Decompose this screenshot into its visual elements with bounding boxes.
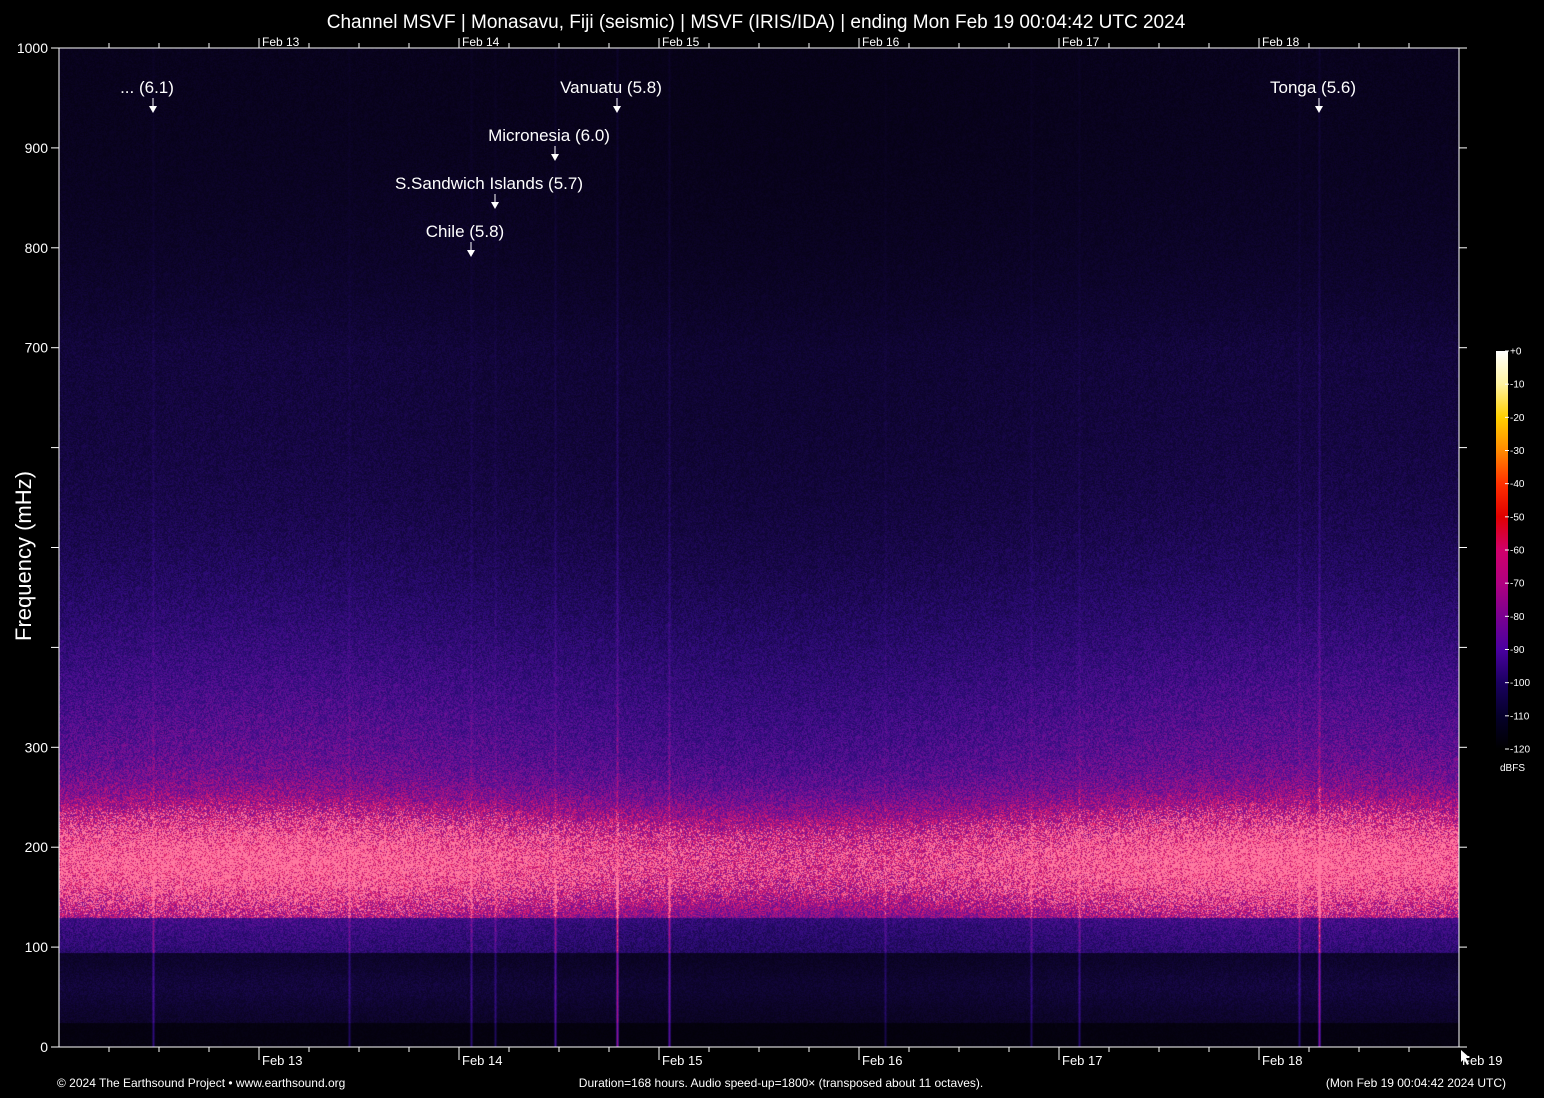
y-axis-label: Frequency (mHz) [11,471,36,641]
colorbar-tick-label: -30 [1510,446,1525,457]
colorbar-tick-label: -10 [1510,380,1525,391]
colorbar-tick-label: +0 [1510,347,1522,358]
down-arrow-icon [491,202,499,209]
x-tick-label-top-4: Feb 16 [862,35,900,49]
y-tick-label-200: 200 [25,839,49,855]
event-annotation: ... (6.1) [120,78,174,113]
y-tick-label-300: 300 [25,739,49,755]
colorbar-tick-label: -110 [1510,711,1530,722]
event-label: ... (6.1) [120,78,174,97]
colorbar-tick-label: -60 [1510,546,1525,557]
colorbar-unit-label: dBFS [1500,763,1525,774]
cursor-pointer-icon [1461,1050,1470,1065]
y-tick-label-0: 0 [40,1039,48,1055]
colorbar: dBFS +0 -10 -20 -30 -40 -50 -60 -70 -80 -90 -100 -1… [1496,347,1530,774]
footer-timestamp: (Mon Feb 19 00:04:42 2024 UTC) [1326,1076,1506,1090]
x-tick-label-top-3: Feb 15 [662,35,700,49]
down-arrow-icon [467,250,475,257]
x-tick-label-bottom-4: Feb 16 [862,1053,902,1068]
event-annotation: S.Sandwich Islands (5.7) [395,174,583,209]
colorbar-tick-label: -90 [1510,645,1525,656]
y-tick-label-900: 900 [25,140,49,156]
x-tick-label-top-6: Feb 18 [1262,35,1300,49]
event-label: Vanuatu (5.8) [560,78,662,97]
colorbar-tick-label: -50 [1510,512,1525,523]
y-tick-label-1000: 1000 [17,40,48,56]
down-arrow-icon [613,106,621,113]
x-tick-label-bottom-5: Feb 17 [1062,1053,1102,1068]
x-tick-label-bottom-3: Feb 15 [662,1053,702,1068]
x-tick-label-top-5: Feb 17 [1062,35,1100,49]
colorbar-tick-label: -80 [1510,612,1525,623]
event-annotation: Micronesia (6.0) [488,126,610,161]
chart-title: Channel MSVF | Monasavu, Fiji (seismic) … [327,12,1186,33]
x-tick-label-top-1: Feb 13 [262,35,300,49]
y-tick-label-100: 100 [25,939,49,955]
x-tick-label-bottom-6: Feb 18 [1262,1053,1302,1068]
down-arrow-icon [551,154,559,161]
colorbar-tick-label: -20 [1510,413,1525,424]
footer-duration: Duration=168 hours. Audio speed-up=1800×… [579,1076,983,1090]
event-label: Chile (5.8) [426,222,504,241]
event-label: Tonga (5.6) [1270,78,1356,97]
footer-copyright: © 2024 The Earthsound Project • www.eart… [57,1076,345,1090]
event-label: S.Sandwich Islands (5.7) [395,174,583,193]
colorbar-tick-label: -100 [1510,678,1530,689]
y-tick-label-700: 700 [25,340,49,356]
colorbar-tick-label: -40 [1510,479,1525,490]
event-label: Micronesia (6.0) [488,126,610,145]
x-tick-label-bottom-1: Feb 13 [262,1053,302,1068]
event-annotation: Chile (5.8) [426,222,504,257]
down-arrow-icon [1315,106,1323,113]
event-annotations: ... (6.1) Vanuatu (5.8) Micronesia (6.0) S.… [120,78,1356,257]
event-annotation: Vanuatu (5.8) [560,78,662,113]
x-tick-label-top-2: Feb 14 [462,35,500,49]
y-tick-label-800: 800 [25,240,49,256]
plot-frame [58,47,1460,1048]
colorbar-tick-label: -70 [1510,579,1525,590]
colorbar-tick-label: -120 [1510,745,1530,756]
axes: 0 100 200 300 700 800 900 1000 Feb 13 Feb 13 Feb 1… [17,35,1503,1068]
x-tick-label-bottom-7: Feb 19 [1462,1053,1502,1068]
x-tick-label-bottom-2: Feb 14 [462,1053,502,1068]
down-arrow-icon [149,106,157,113]
event-annotation: Tonga (5.6) [1270,78,1356,113]
